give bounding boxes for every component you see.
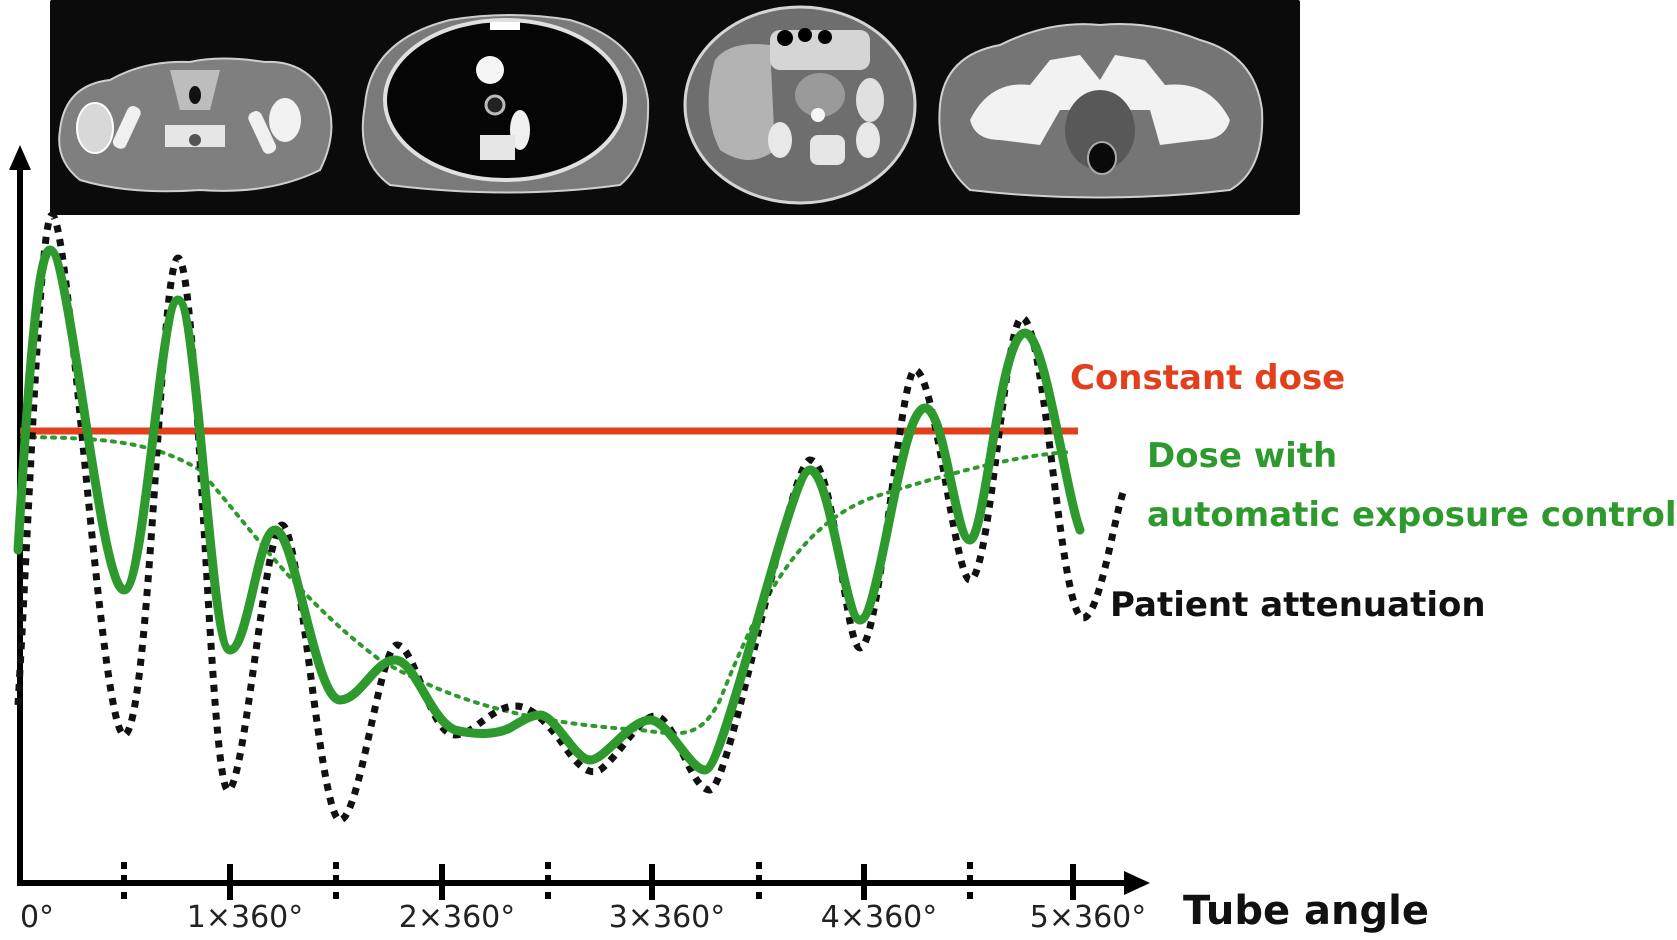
x-tick-label: 1×360° bbox=[186, 900, 304, 935]
x-minor-ticks bbox=[121, 862, 973, 899]
aec-trend-line bbox=[20, 435, 1072, 736]
x-tick-label: 3×360° bbox=[608, 900, 726, 935]
x-tick-label: 4×360° bbox=[820, 900, 938, 935]
ct-slice-pelvis bbox=[938, 23, 1264, 199]
legend-constant-dose: Constant dose bbox=[1070, 358, 1346, 398]
legend-patient-attenuation: Patient attenuation bbox=[1110, 585, 1486, 625]
y-axis-arrow-icon bbox=[9, 145, 31, 170]
x-axis-arrow-icon bbox=[1124, 871, 1150, 895]
x-tick-label: 5×360° bbox=[1029, 900, 1147, 935]
ct-slice-chest bbox=[361, 14, 650, 194]
aec-dose-line bbox=[13, 245, 1085, 775]
ct-image-strip bbox=[50, 0, 1300, 215]
ct-slice-neck bbox=[58, 57, 333, 193]
patient-attenuation-line bbox=[14, 211, 1129, 824]
x-axis bbox=[17, 862, 1150, 900]
x-tick-label: 0° bbox=[19, 900, 55, 935]
ct-slices-illustration bbox=[58, 5, 1264, 205]
legend-aec-line1: Dose with bbox=[1147, 436, 1338, 476]
x-tick-label: 2×360° bbox=[398, 900, 516, 935]
x-axis-title: Tube angle bbox=[1183, 888, 1429, 934]
legend-aec-line2: automatic exposure control bbox=[1147, 495, 1677, 535]
x-major-ticks bbox=[227, 864, 1076, 900]
ct-slice-abdomen bbox=[683, 5, 917, 205]
